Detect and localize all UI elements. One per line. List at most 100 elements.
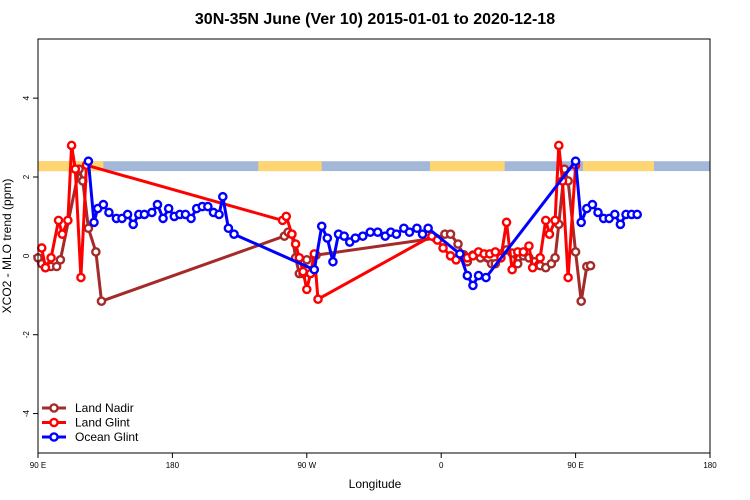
data-point — [51, 261, 62, 272]
ocean-band — [38, 161, 710, 172]
legend-marker — [49, 403, 59, 413]
data-point — [540, 215, 551, 226]
data-point — [316, 221, 327, 232]
data-point — [339, 231, 349, 241]
x-tick-label: 90 E — [30, 461, 46, 470]
data-point — [122, 209, 133, 220]
data-point — [301, 254, 312, 265]
data-point — [372, 227, 383, 237]
data-point — [309, 264, 320, 275]
data-point — [587, 199, 598, 210]
data-point — [535, 253, 545, 263]
data-point — [462, 270, 473, 281]
x-tick-label: 90 E — [567, 461, 583, 470]
data-point — [46, 253, 56, 263]
series-layer — [33, 140, 643, 307]
data-point — [281, 211, 292, 222]
data-point — [89, 217, 99, 228]
y-tick-label: 2 — [22, 174, 31, 179]
data-point — [322, 233, 333, 243]
data-point — [610, 209, 620, 220]
land-ocean-mask — [38, 161, 710, 172]
data-point — [507, 264, 517, 275]
x-axis-label: Longitude — [349, 477, 402, 491]
data-point — [468, 280, 478, 291]
series-ocean-glint — [83, 156, 643, 291]
x-tick-label: 0 — [439, 461, 444, 470]
data-point — [76, 272, 86, 283]
data-point — [96, 296, 107, 307]
data-point — [576, 296, 587, 307]
data-point — [554, 140, 564, 151]
data-point — [391, 229, 402, 239]
data-point — [570, 156, 581, 167]
data-point — [36, 243, 47, 253]
data-point — [473, 270, 484, 281]
data-point — [563, 272, 573, 283]
axes: 90 E 180 90 W 0 90 E 180 -4 -2 0 2 4 — [22, 95, 717, 470]
data-point — [438, 243, 448, 253]
legend-label: Land Nadir — [75, 401, 134, 415]
series-land-nadir — [33, 164, 596, 307]
data-point — [455, 249, 465, 259]
data-point — [301, 284, 312, 295]
data-point — [229, 229, 239, 239]
data-point — [139, 209, 150, 220]
data-point — [53, 215, 64, 226]
data-point — [490, 247, 501, 257]
data-point — [550, 253, 560, 263]
data-point — [593, 207, 603, 218]
data-point — [570, 247, 581, 257]
y-tick-label: -2 — [22, 331, 31, 339]
data-point — [585, 260, 596, 271]
x-tick-label: 180 — [166, 461, 180, 470]
data-point — [223, 223, 234, 234]
data-point — [350, 233, 361, 243]
land-band-segment — [258, 161, 322, 172]
data-point — [576, 217, 587, 228]
data-point — [63, 215, 73, 226]
data-point — [55, 254, 66, 265]
data-point — [453, 239, 463, 249]
y-axis-label: XCO2 - MLO trend (ppm) — [0, 179, 14, 314]
data-point — [290, 239, 301, 249]
y-tick-label: 4 — [22, 95, 31, 100]
data-point — [83, 156, 94, 167]
data-point — [70, 164, 81, 174]
data-point — [98, 199, 109, 210]
data-point — [186, 213, 196, 224]
data-point — [203, 201, 213, 212]
legend-marker — [49, 432, 59, 442]
data-point — [147, 207, 157, 218]
data-point — [214, 209, 224, 220]
data-point — [328, 256, 338, 267]
data-point — [417, 229, 428, 239]
legend-label: Land Glint — [75, 416, 130, 430]
data-point — [544, 229, 555, 239]
data-point — [412, 223, 422, 234]
data-point — [104, 207, 114, 218]
data-point — [163, 203, 174, 214]
data-point — [57, 229, 68, 239]
data-point — [128, 219, 138, 230]
data-point — [66, 140, 77, 151]
y-tick-label: 0 — [22, 253, 31, 258]
data-point — [298, 266, 308, 277]
data-point — [527, 262, 538, 273]
data-point — [91, 247, 101, 257]
data-point — [313, 294, 323, 305]
y-tick-label: -4 — [22, 409, 31, 417]
data-point — [481, 272, 491, 283]
data-point — [40, 262, 51, 273]
chart-title: 30N-35N June (Ver 10) 2015-01-01 to 2020… — [195, 11, 555, 28]
land-band-segment — [583, 161, 654, 172]
data-point — [632, 209, 643, 220]
data-point — [287, 229, 297, 239]
data-point — [524, 241, 534, 251]
legend-label: Ocean Glint — [75, 430, 139, 444]
data-point — [294, 253, 305, 263]
data-point — [365, 227, 376, 237]
data-point — [404, 227, 415, 237]
plot-frame — [37, 38, 711, 454]
